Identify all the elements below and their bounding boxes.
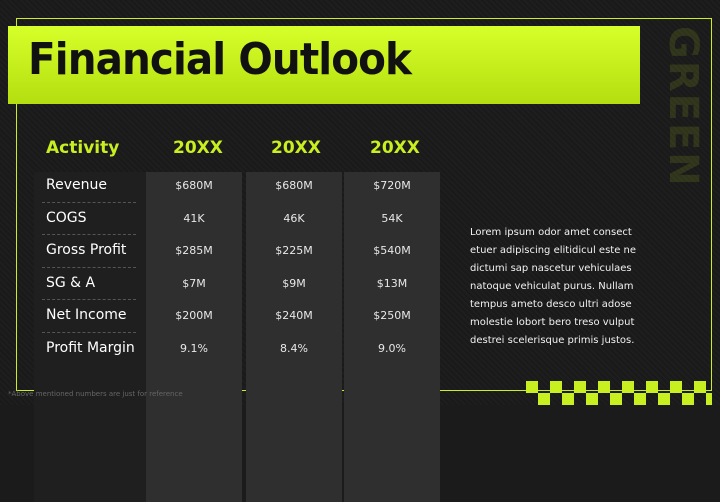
cell-value: $9M bbox=[246, 277, 342, 290]
row-label: Profit Margin bbox=[46, 340, 135, 356]
cell-value: 9.1% bbox=[146, 342, 242, 355]
cell-value: $13M bbox=[344, 277, 440, 290]
cell-value: $540M bbox=[344, 244, 440, 257]
cell-value: $680M bbox=[246, 179, 342, 192]
cell-value: 9.0% bbox=[344, 342, 440, 355]
page-title: Financial Outlook bbox=[28, 34, 411, 85]
table-row: SG & A $7M $9M $13M bbox=[34, 268, 442, 301]
cell-value: $250M bbox=[344, 309, 440, 322]
header-year-3: 20XX bbox=[370, 138, 420, 158]
cell-value: 8.4% bbox=[246, 342, 342, 355]
header-year-1: 20XX bbox=[173, 138, 223, 158]
cell-value: 41K bbox=[146, 212, 242, 225]
table-row: COGS 41K 46K 54K bbox=[34, 203, 442, 236]
financial-table: Activity 20XX 20XX 20XX Revenue $680M $6… bbox=[34, 132, 442, 365]
side-decoration: BLACK & GREEN bbox=[640, 26, 712, 366]
table-row: Revenue $680M $680M $720M bbox=[34, 170, 442, 203]
table-row: Profit Margin 9.1% 8.4% 9.0% bbox=[34, 333, 442, 366]
cell-value: $285M bbox=[146, 244, 242, 257]
row-label: Revenue bbox=[46, 177, 107, 193]
table-row: Net Income $200M $240M $250M bbox=[34, 300, 442, 333]
header-activity: Activity bbox=[46, 138, 119, 158]
description-paragraph: Lorem ipsum odor amet consect etuer adip… bbox=[470, 224, 650, 350]
checker-pattern-svg bbox=[526, 381, 712, 405]
cell-value: $7M bbox=[146, 277, 242, 290]
table-row: Gross Profit $285M $225M $540M bbox=[34, 235, 442, 268]
row-label: Net Income bbox=[46, 307, 127, 323]
side-decor-text: BLACK & GREEN bbox=[660, 26, 712, 366]
row-label: Gross Profit bbox=[46, 242, 126, 258]
cell-value: $680M bbox=[146, 179, 242, 192]
cell-value: $720M bbox=[344, 179, 440, 192]
cell-value: 54K bbox=[344, 212, 440, 225]
cell-value: $240M bbox=[246, 309, 342, 322]
table-header-row: Activity 20XX 20XX 20XX bbox=[34, 132, 442, 170]
row-label: SG & A bbox=[46, 275, 95, 291]
cell-value: $225M bbox=[246, 244, 342, 257]
row-label: COGS bbox=[46, 210, 87, 226]
cell-value: $200M bbox=[146, 309, 242, 322]
footnote: *Above mentioned numbers are just for re… bbox=[8, 390, 183, 398]
header-year-2: 20XX bbox=[271, 138, 321, 158]
cell-value: 46K bbox=[246, 212, 342, 225]
checker-pattern bbox=[526, 381, 712, 405]
